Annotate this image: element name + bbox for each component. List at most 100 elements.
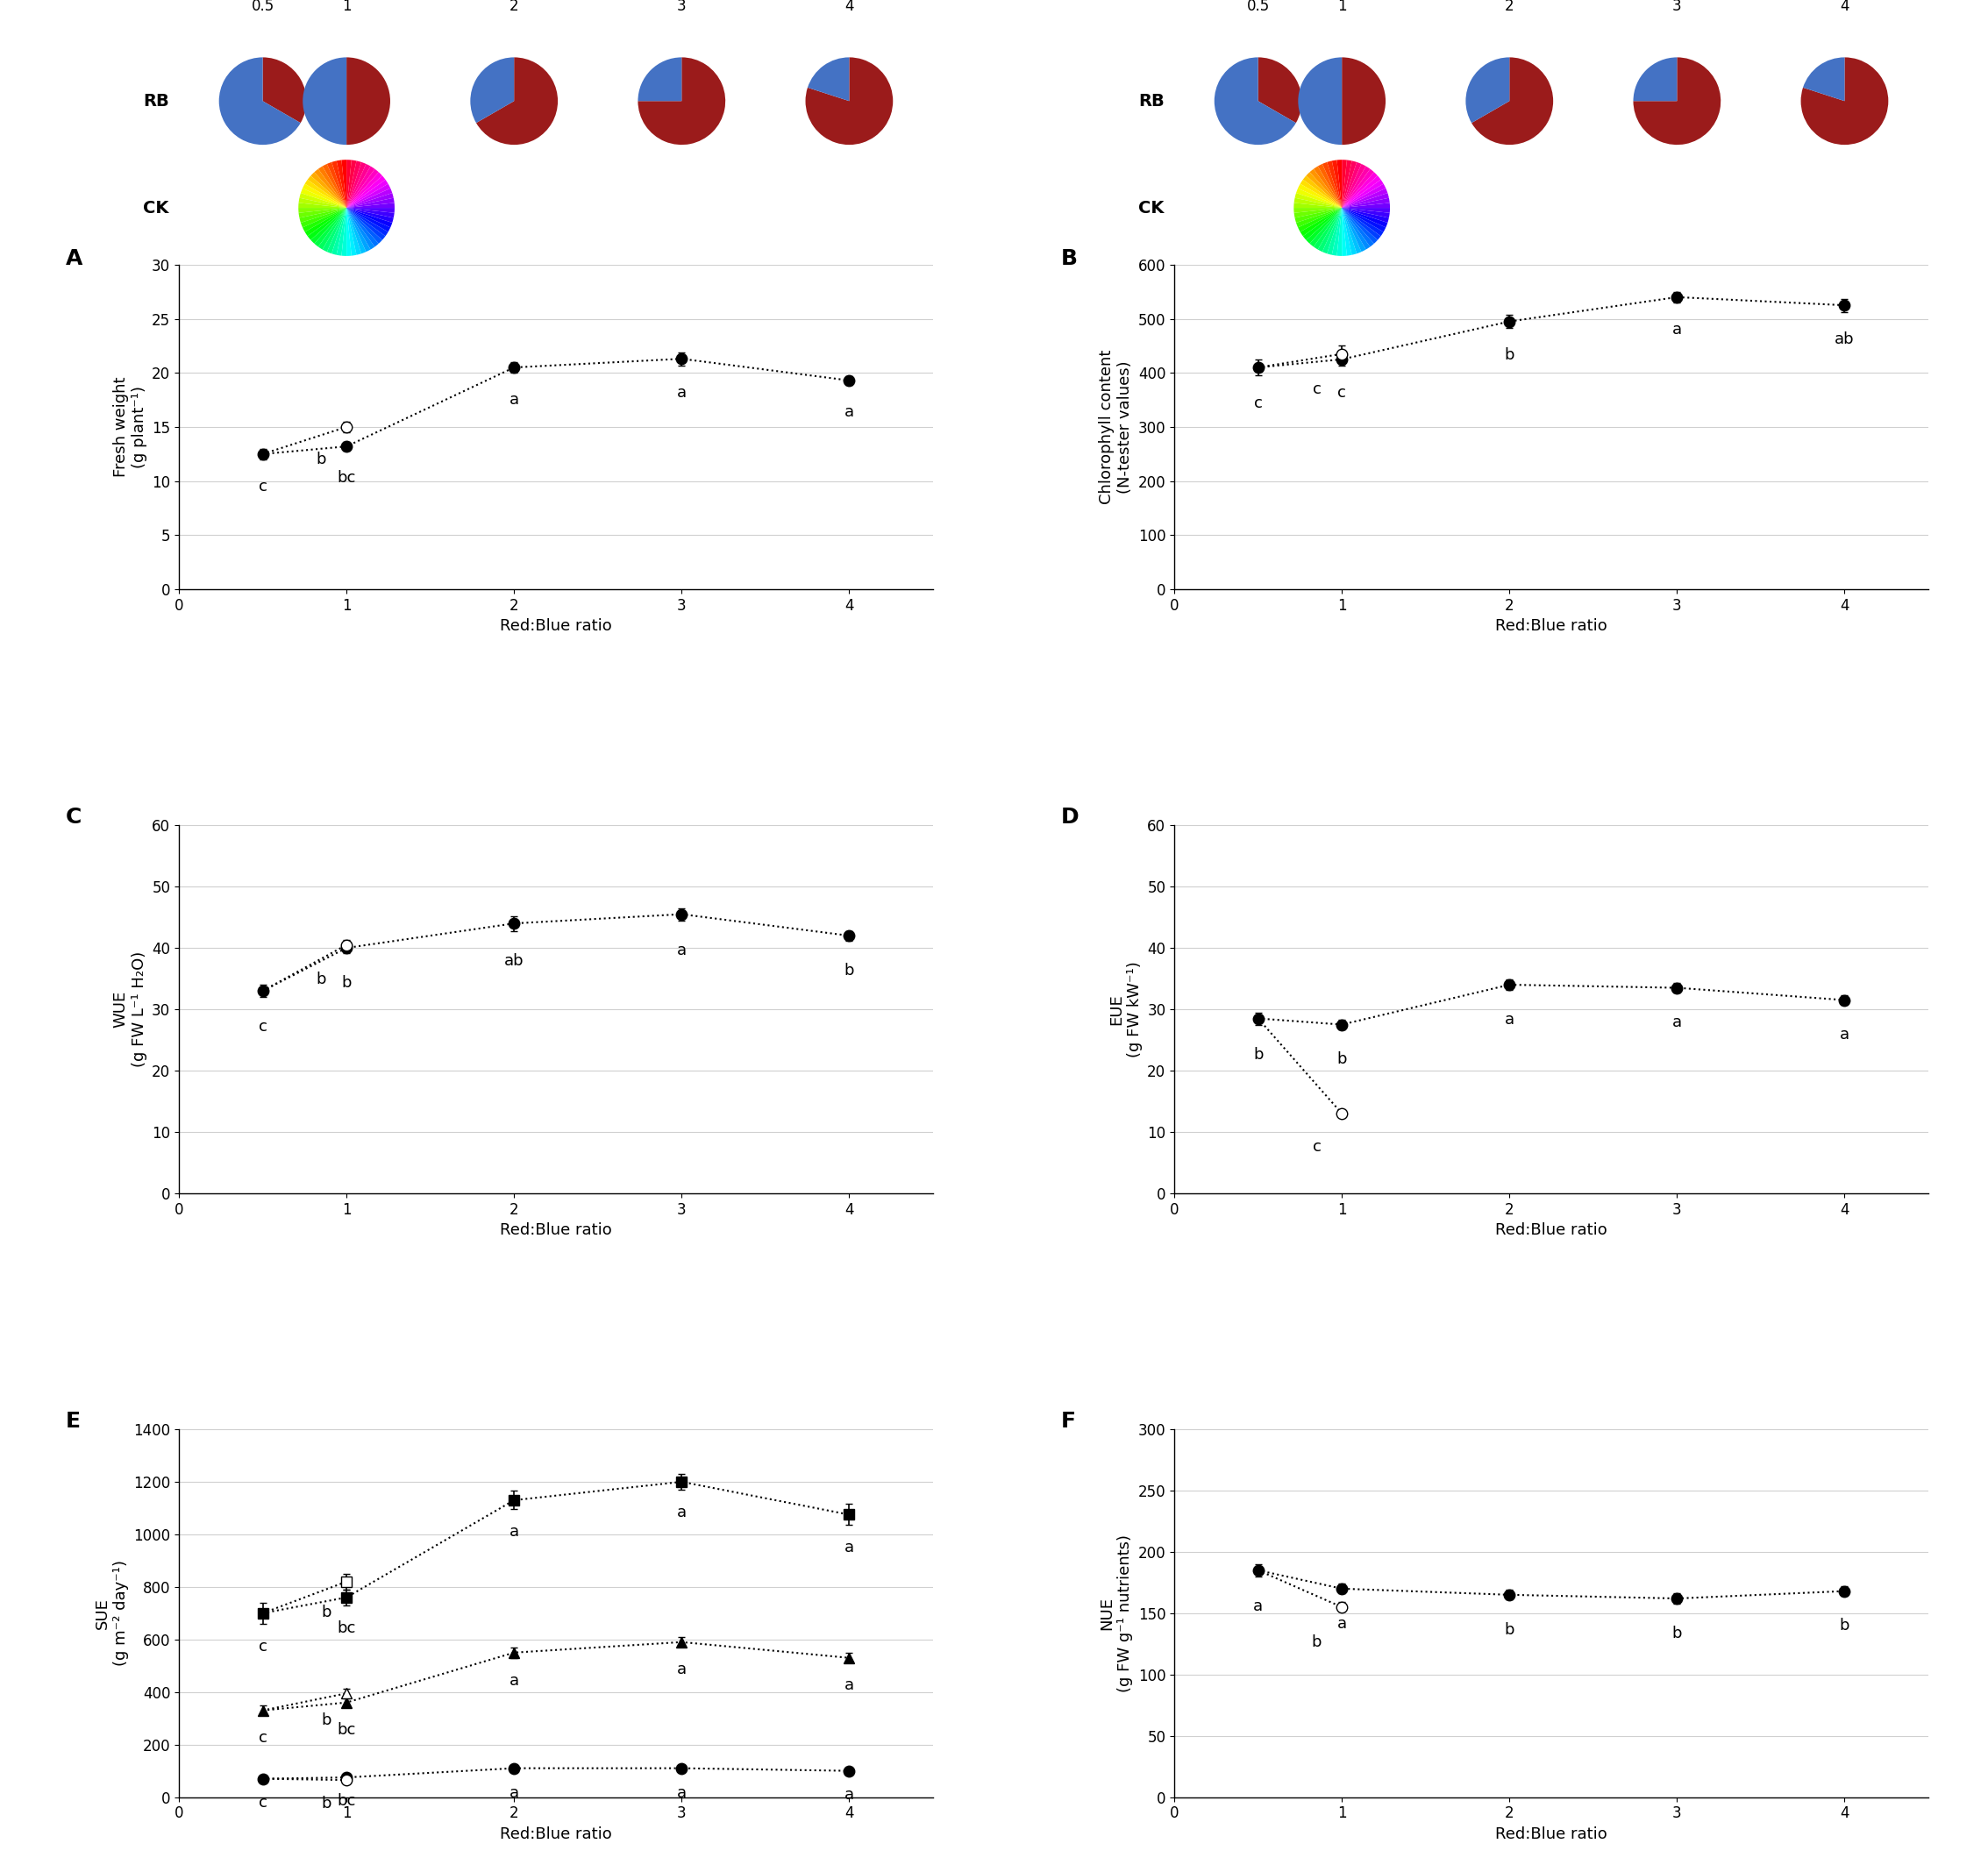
- Wedge shape: [1634, 58, 1722, 144]
- Wedge shape: [1296, 189, 1342, 208]
- Wedge shape: [346, 208, 388, 236]
- Wedge shape: [302, 183, 346, 208]
- Y-axis label: WUE
(g FW L⁻¹ H₂O): WUE (g FW L⁻¹ H₂O): [113, 951, 147, 1067]
- Wedge shape: [1342, 176, 1382, 208]
- Wedge shape: [1342, 208, 1352, 256]
- Wedge shape: [346, 208, 352, 256]
- Wedge shape: [1634, 58, 1678, 101]
- Text: 3: 3: [1672, 0, 1682, 13]
- Wedge shape: [1318, 208, 1342, 253]
- Text: b: b: [1252, 1046, 1262, 1063]
- Text: c: c: [1312, 382, 1322, 397]
- Text: b: b: [322, 1795, 332, 1812]
- Wedge shape: [1294, 208, 1342, 223]
- Wedge shape: [1300, 208, 1342, 236]
- Wedge shape: [300, 208, 346, 227]
- Wedge shape: [346, 165, 370, 208]
- Wedge shape: [298, 202, 346, 208]
- Text: D: D: [1062, 807, 1079, 827]
- Wedge shape: [262, 58, 306, 124]
- Wedge shape: [1298, 208, 1342, 232]
- Wedge shape: [1342, 165, 1366, 208]
- Wedge shape: [318, 208, 346, 249]
- Wedge shape: [346, 208, 386, 240]
- X-axis label: Red:Blue ratio: Red:Blue ratio: [499, 618, 612, 635]
- Text: c: c: [258, 479, 266, 494]
- Text: b: b: [322, 1604, 332, 1619]
- Text: a: a: [1839, 1028, 1849, 1043]
- Text: c: c: [1312, 1138, 1322, 1155]
- Text: 0.5: 0.5: [250, 0, 274, 13]
- Wedge shape: [300, 208, 346, 223]
- Wedge shape: [1328, 161, 1342, 208]
- Wedge shape: [1342, 167, 1370, 208]
- Text: bc: bc: [338, 1793, 356, 1808]
- Text: bc: bc: [338, 470, 356, 487]
- Wedge shape: [298, 208, 346, 213]
- Wedge shape: [219, 58, 300, 144]
- Wedge shape: [346, 208, 376, 249]
- Wedge shape: [1342, 58, 1386, 144]
- Text: a: a: [676, 1662, 686, 1677]
- Wedge shape: [346, 208, 378, 247]
- Wedge shape: [1801, 58, 1889, 144]
- Wedge shape: [1342, 208, 1366, 253]
- Text: 0.5: 0.5: [1246, 0, 1270, 13]
- Text: F: F: [1062, 1411, 1076, 1432]
- Wedge shape: [346, 208, 394, 223]
- Wedge shape: [1342, 189, 1388, 208]
- Wedge shape: [1342, 168, 1374, 208]
- Wedge shape: [336, 159, 346, 208]
- Text: ab: ab: [1835, 331, 1855, 346]
- Text: a: a: [676, 1505, 686, 1520]
- Wedge shape: [310, 208, 346, 243]
- Text: 3: 3: [678, 0, 686, 13]
- Wedge shape: [346, 176, 386, 208]
- Wedge shape: [1302, 176, 1342, 208]
- Wedge shape: [1314, 167, 1342, 208]
- Wedge shape: [346, 193, 394, 208]
- Wedge shape: [1342, 208, 1390, 217]
- Wedge shape: [302, 208, 346, 232]
- Wedge shape: [304, 208, 346, 236]
- Wedge shape: [638, 58, 726, 144]
- Y-axis label: Fresh weight
(g plant⁻¹): Fresh weight (g plant⁻¹): [113, 376, 147, 477]
- Text: c: c: [258, 1730, 266, 1745]
- X-axis label: Red:Blue ratio: Red:Blue ratio: [499, 1827, 612, 1842]
- Wedge shape: [1302, 208, 1342, 240]
- Text: a: a: [845, 1788, 855, 1803]
- Wedge shape: [346, 168, 378, 208]
- Text: 2: 2: [1505, 0, 1515, 13]
- Text: a: a: [1672, 1015, 1682, 1031]
- Text: ab: ab: [505, 953, 525, 968]
- Wedge shape: [346, 58, 390, 144]
- Wedge shape: [1328, 208, 1342, 255]
- Wedge shape: [1342, 208, 1356, 255]
- Wedge shape: [1342, 159, 1352, 208]
- Text: a: a: [1672, 322, 1682, 337]
- Text: a: a: [845, 1677, 855, 1692]
- Wedge shape: [346, 189, 392, 208]
- Y-axis label: EUE
(g FW kW⁻¹): EUE (g FW kW⁻¹): [1109, 960, 1143, 1058]
- Text: b: b: [845, 962, 855, 979]
- Wedge shape: [638, 58, 682, 101]
- Wedge shape: [1342, 208, 1384, 236]
- Text: c: c: [1338, 386, 1346, 401]
- Wedge shape: [336, 208, 346, 256]
- Wedge shape: [1294, 198, 1342, 208]
- Wedge shape: [1294, 208, 1342, 217]
- Wedge shape: [346, 208, 394, 213]
- Wedge shape: [1465, 58, 1509, 124]
- Wedge shape: [346, 161, 362, 208]
- Wedge shape: [314, 168, 346, 208]
- Wedge shape: [1332, 159, 1342, 208]
- Wedge shape: [1342, 208, 1386, 232]
- Text: b: b: [1672, 1625, 1682, 1642]
- Text: 2: 2: [509, 0, 519, 13]
- Wedge shape: [1803, 58, 1845, 101]
- Text: B: B: [1062, 249, 1077, 270]
- Wedge shape: [1342, 208, 1370, 249]
- Wedge shape: [346, 208, 394, 217]
- Wedge shape: [300, 193, 346, 208]
- Wedge shape: [308, 208, 346, 240]
